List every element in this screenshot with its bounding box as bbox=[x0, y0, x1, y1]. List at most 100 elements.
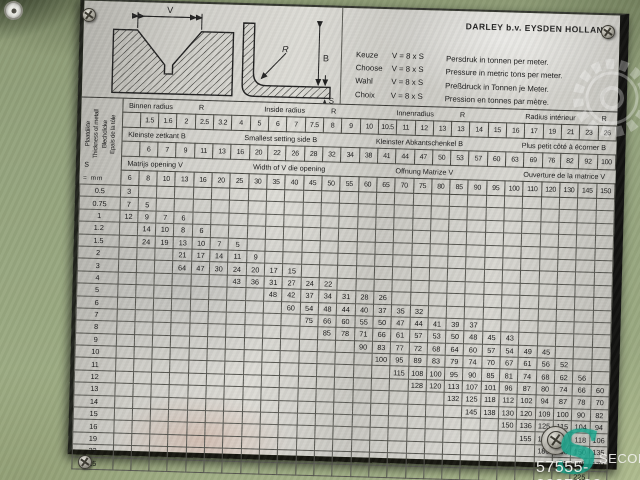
force-cell bbox=[112, 445, 132, 459]
force-cell bbox=[466, 231, 486, 245]
force-cell bbox=[558, 222, 578, 236]
force-cell bbox=[466, 256, 485, 270]
force-cell bbox=[171, 322, 190, 336]
force-cell: 45 bbox=[482, 331, 501, 345]
force-cell bbox=[150, 396, 170, 410]
force-cell: 17 bbox=[264, 263, 283, 277]
force-cell bbox=[148, 458, 168, 472]
force-cell bbox=[424, 429, 444, 443]
force-cell bbox=[405, 465, 424, 479]
smallest-side-value-cell: 11 bbox=[194, 143, 214, 159]
force-cell bbox=[133, 346, 153, 360]
radius-symbol: R bbox=[330, 106, 337, 116]
smallest-side-value-cell: 16 bbox=[230, 144, 250, 160]
force-cell bbox=[224, 386, 243, 400]
force-cell bbox=[207, 323, 227, 337]
smallest-side-value-cell: 44 bbox=[395, 148, 415, 165]
smallest-side-value-cell: 13 bbox=[212, 143, 232, 160]
force-cell bbox=[247, 225, 266, 239]
thickness-side-label-cell: Plaatdikte Thickness of metall Blechdicke E… bbox=[79, 97, 123, 186]
force-cell bbox=[557, 246, 577, 260]
force-cell bbox=[356, 228, 376, 242]
force-cell bbox=[205, 385, 225, 399]
force-cell bbox=[167, 459, 186, 473]
force-cell bbox=[374, 266, 393, 280]
force-cell bbox=[116, 308, 136, 322]
thickness-value-cell: 1.5 bbox=[78, 233, 119, 248]
force-cell bbox=[222, 460, 241, 474]
force-cell: 31 bbox=[336, 290, 356, 304]
inner-radius-value-cell: 11 bbox=[396, 119, 416, 136]
force-cell: 60 bbox=[590, 384, 610, 398]
manufacturer-name: DARLEY b.v. EYSDEN HOLLAND bbox=[465, 21, 610, 36]
force-cell bbox=[205, 410, 224, 424]
force-cell: 72 bbox=[408, 341, 428, 355]
force-cell bbox=[259, 436, 279, 450]
pressure-unit-notes: Persdruk in tonnen per meter. Pressure in… bbox=[444, 52, 563, 110]
force-cell bbox=[188, 360, 207, 374]
force-cell bbox=[113, 408, 133, 421]
force-cell bbox=[149, 446, 168, 460]
thickness-label-line: Epais de la tôle bbox=[108, 114, 117, 155]
force-cell bbox=[428, 292, 448, 306]
force-cell bbox=[133, 371, 152, 385]
force-cell: 37 bbox=[373, 303, 392, 317]
force-cell bbox=[555, 321, 575, 335]
force-cell bbox=[391, 291, 411, 305]
vee-opening-value-cell: 25 bbox=[230, 173, 249, 189]
force-cell bbox=[460, 454, 480, 468]
vee-opening-value-cell: 150 bbox=[596, 183, 616, 199]
force-cell: 113 bbox=[444, 380, 463, 393]
force-cell bbox=[186, 422, 206, 436]
force-cell: 68 bbox=[536, 370, 555, 384]
force-cell bbox=[591, 347, 611, 360]
force-cell bbox=[279, 387, 298, 401]
force-cell bbox=[387, 440, 407, 454]
force-cell bbox=[370, 390, 390, 404]
force-cell bbox=[321, 190, 340, 204]
force-cell: 26 bbox=[373, 291, 393, 305]
smallest-side-value-cell: 76 bbox=[542, 152, 561, 169]
force-cell bbox=[591, 371, 610, 385]
force-cell bbox=[515, 456, 535, 470]
force-cell bbox=[394, 205, 413, 219]
force-cell: 24 bbox=[136, 235, 156, 249]
force-cell bbox=[130, 445, 150, 459]
force-cell bbox=[296, 413, 316, 427]
force-cell bbox=[154, 260, 174, 274]
setting-side-label: Kleinster Abkantschenkel B bbox=[375, 136, 464, 149]
thickness-value-cell: 14 bbox=[73, 394, 115, 409]
force-cell bbox=[229, 212, 248, 226]
force-cell bbox=[575, 272, 595, 286]
force-cell bbox=[185, 459, 205, 473]
force-cell bbox=[392, 267, 412, 280]
force-cell bbox=[320, 215, 340, 229]
force-cell bbox=[411, 255, 430, 269]
force-cell bbox=[203, 460, 223, 474]
force-cell bbox=[171, 298, 191, 312]
force-cell bbox=[429, 255, 449, 269]
force-cell bbox=[479, 443, 498, 456]
force-cell bbox=[222, 448, 242, 462]
force-cell bbox=[314, 450, 333, 464]
inner-radius-value-cell: 7 bbox=[286, 116, 306, 133]
force-cell bbox=[447, 281, 466, 294]
force-cell: 66 bbox=[372, 328, 392, 342]
force-cell bbox=[592, 309, 612, 323]
force-cell bbox=[320, 203, 340, 217]
inner-radius-value-cell: 2.5 bbox=[195, 114, 214, 130]
force-cell: 74 bbox=[463, 355, 482, 369]
force-cell bbox=[593, 297, 612, 311]
force-cell bbox=[425, 391, 445, 405]
svg-text:S: S bbox=[329, 96, 335, 103]
force-cell bbox=[168, 421, 187, 435]
force-cell bbox=[297, 376, 317, 389]
force-cell bbox=[485, 207, 505, 221]
force-cell bbox=[576, 247, 595, 261]
force-cell bbox=[301, 252, 320, 266]
force-cell bbox=[522, 208, 541, 222]
force-cell bbox=[595, 223, 614, 237]
force-cell bbox=[259, 424, 279, 438]
force-cell bbox=[298, 338, 318, 352]
tonnage-data-plate: V R B S DARLEY b.v. EYSDEN HOLLAND bbox=[67, 0, 630, 480]
